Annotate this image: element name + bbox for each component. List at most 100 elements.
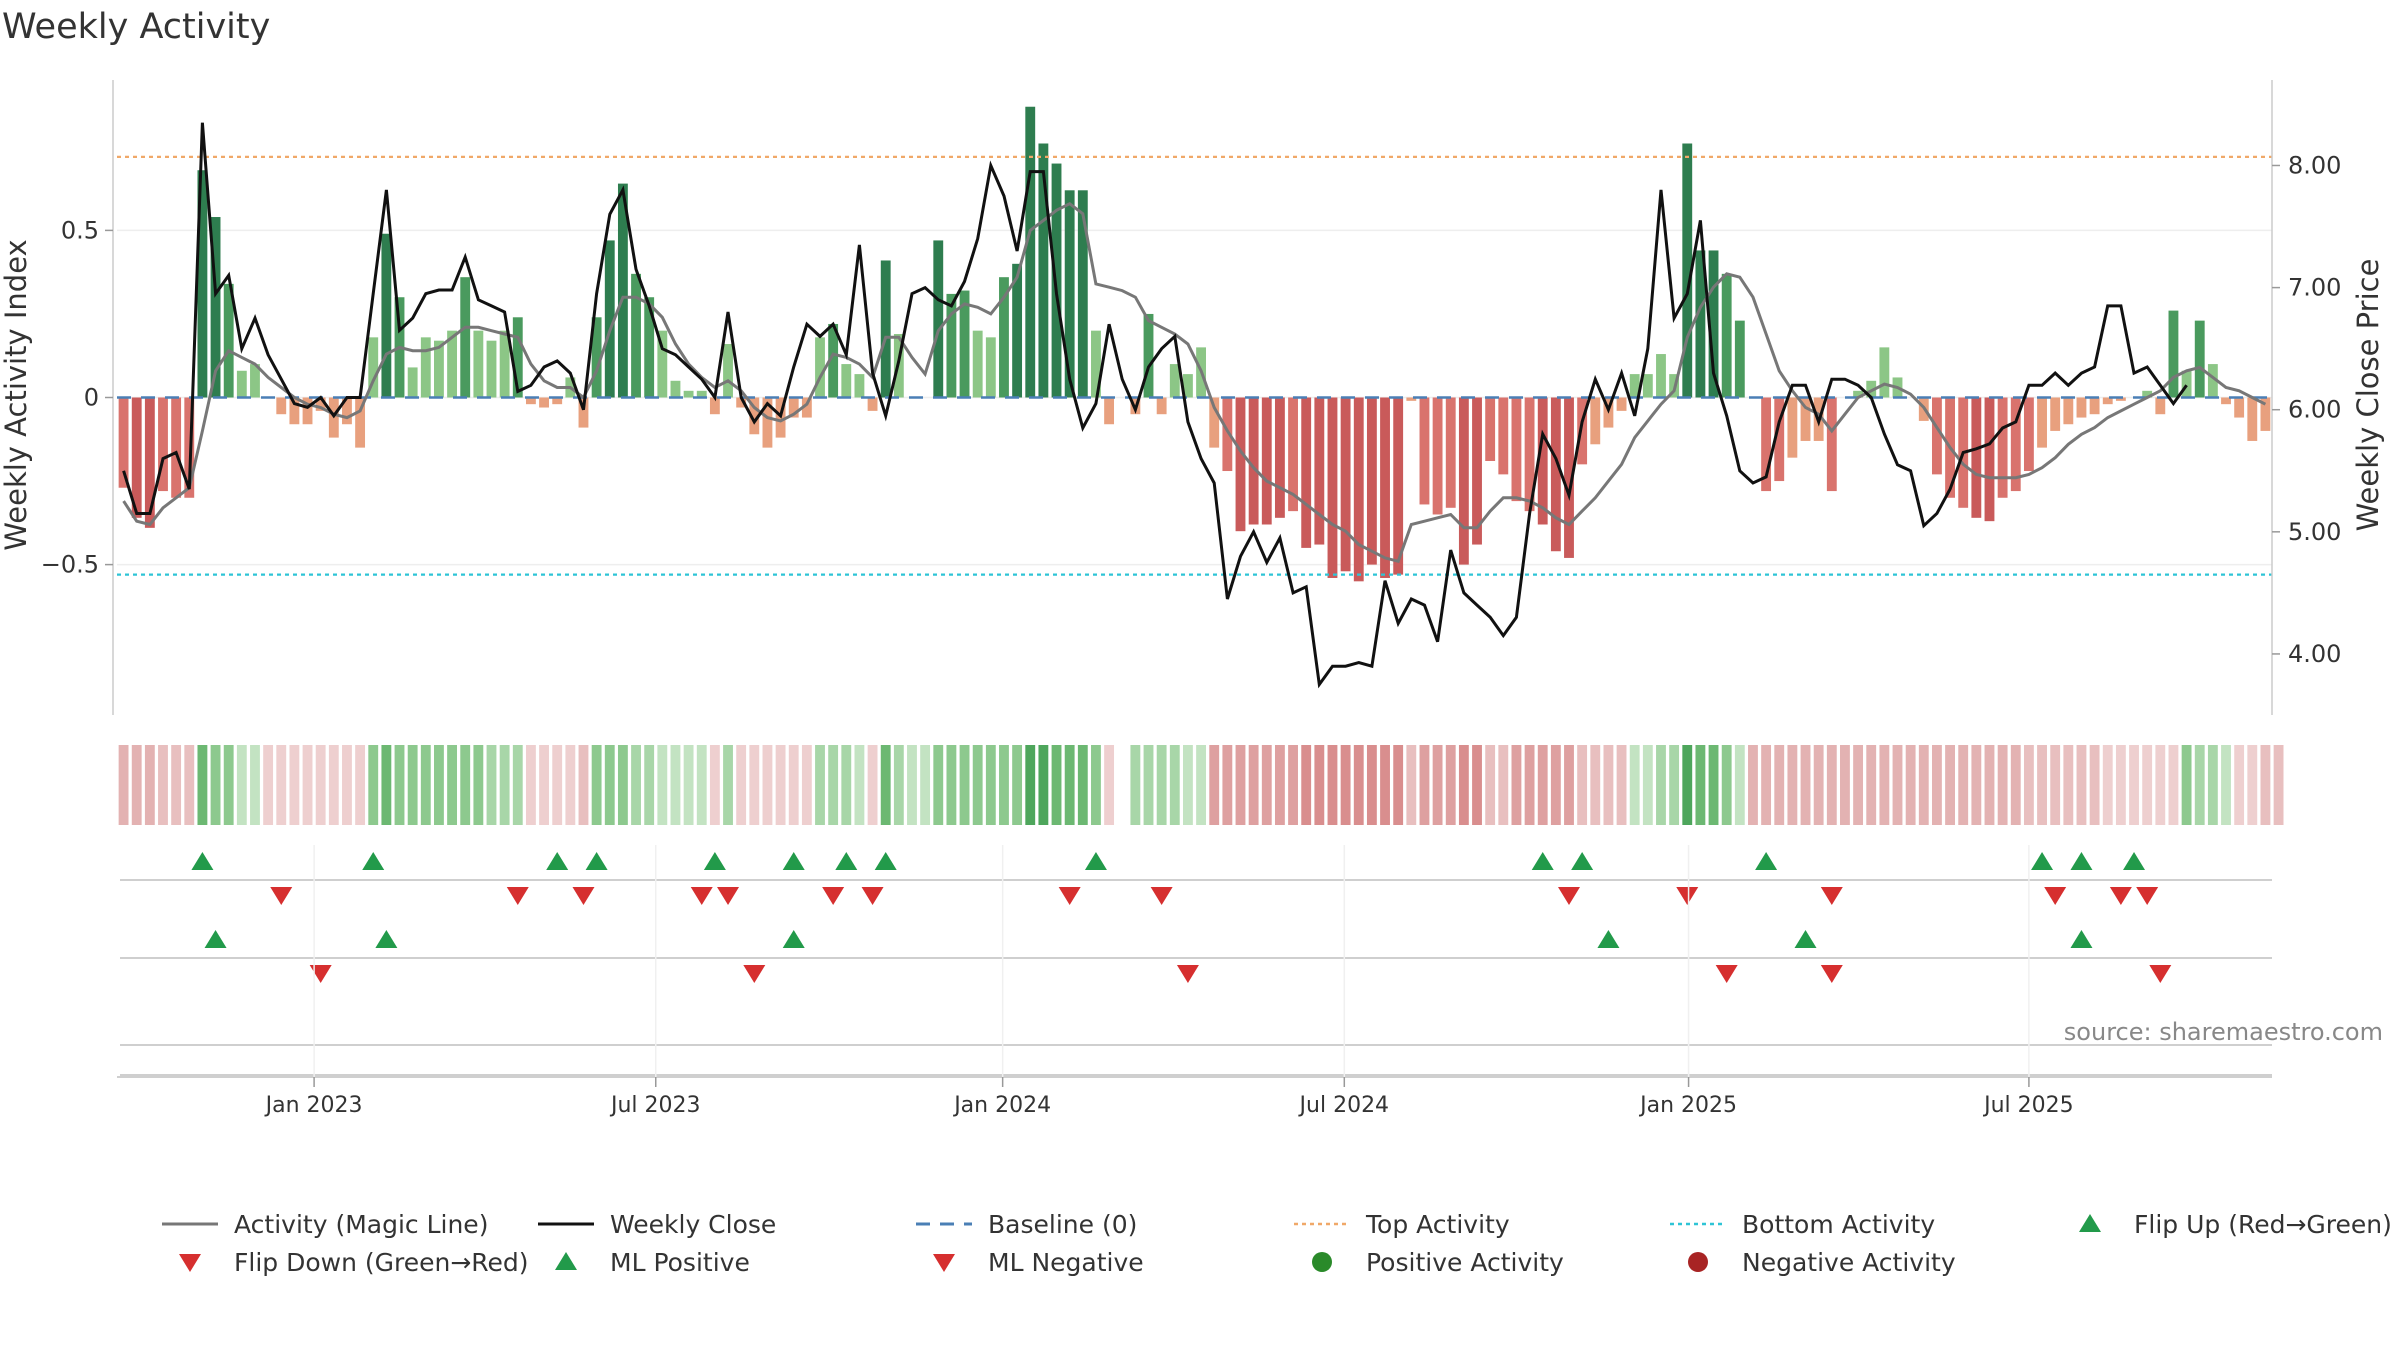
activity-strip-cell (2010, 745, 2021, 825)
activity-bar (158, 397, 168, 492)
legend-item: Activity (Magic Line) (160, 1206, 488, 1242)
activity-bar (1524, 397, 1535, 512)
activity-bar (1537, 397, 1548, 525)
activity-bar (1826, 397, 1837, 492)
activity-bar (1104, 397, 1115, 425)
activity-bar (499, 330, 510, 398)
flip-up-marker (1755, 852, 1778, 870)
activity-bar (1458, 397, 1469, 565)
activity-bar (1984, 397, 1995, 522)
flip-up-marker (835, 852, 858, 870)
activity-strip-cell (1813, 745, 1824, 825)
activity-strip-cell (486, 745, 497, 825)
flip-up-marker (782, 852, 805, 870)
legend-symbol-circle (1312, 1252, 1332, 1272)
activity-bar (512, 317, 523, 398)
legend-label: ML Negative (988, 1247, 1144, 1277)
activity-strip-cell (2247, 745, 2258, 825)
x-tick-label: Jul 2023 (609, 1093, 701, 1118)
activity-strip-cell (578, 745, 589, 825)
activity-bar (604, 240, 615, 398)
axes: 0.5 0 −0.5 8.00 7.00 6.00 5.00 4.00 (41, 80, 2341, 715)
activity-strip-cell (1642, 745, 1653, 825)
legend-item: ML Negative (914, 1244, 1144, 1280)
activity-bar (2260, 397, 2271, 431)
legend-item: Top Activity (1292, 1206, 1510, 1242)
activity-strip-cell (880, 745, 891, 825)
legend-item: Flip Up (Red→Green) (2060, 1206, 2392, 1242)
activity-strip-cell (1104, 745, 1115, 825)
activity-bar (1577, 397, 1588, 465)
flip-down-marker (1058, 887, 1081, 905)
activity-bar (315, 397, 326, 411)
legend-symbol-tri-up (555, 1252, 577, 1270)
activity-strip-cell (1748, 745, 1758, 825)
activity-strip-cell (407, 745, 418, 825)
x-tick-label: Jan 2025 (1638, 1093, 1737, 1118)
activity-strip-cell (1734, 745, 1745, 825)
activity-bar (1314, 397, 1325, 545)
activity-strip-cell (1025, 745, 1036, 825)
activity-bar (525, 397, 536, 405)
activity-strip-cell (1196, 745, 1206, 825)
activity-strip-cell (1064, 745, 1075, 825)
activity-strip-cell (342, 745, 352, 825)
activity-strip-cell (2037, 745, 2047, 825)
activity-strip-cell (184, 745, 195, 825)
flip-up-marker (362, 852, 385, 870)
activity-bar (2247, 397, 2258, 441)
activity-strip-cell (2142, 745, 2153, 825)
activity-bar (815, 337, 825, 398)
activity-bar (867, 397, 878, 411)
activity-bar (539, 397, 549, 408)
activity-strip-cell (1524, 745, 1535, 825)
activity-strip-cell (1445, 745, 1456, 825)
activity-bar (1235, 397, 1246, 532)
legend-item: Flip Down (Green→Red) (160, 1244, 529, 1280)
activity-strip-cell (631, 745, 641, 825)
activity-bar (723, 344, 733, 398)
activity-strip-cell (1656, 745, 1666, 825)
flip-up-marker (2070, 852, 2093, 870)
flip-up-marker (191, 852, 214, 870)
activity-bar (1353, 397, 1364, 582)
activity-strip-cell (1774, 745, 1785, 825)
legend-symbol-dot (1294, 1222, 1350, 1226)
legend-label: Top Activity (1366, 1209, 1510, 1239)
ml-positive-marker (782, 930, 805, 948)
activity-strip-cell (2273, 745, 2284, 825)
y-tick-label-left: 0.5 (61, 216, 99, 244)
activity-strip-cell (1629, 745, 1640, 825)
activity-strip-cell (907, 745, 917, 825)
ml-negative-marker (743, 965, 766, 983)
activity-strip-cell (1682, 745, 1693, 825)
activity-bar (959, 290, 970, 398)
activity-strip-cell (801, 745, 812, 825)
activity-bar (381, 233, 392, 398)
legend-label: Baseline (0) (988, 1209, 1138, 1239)
activity-strip-cell (394, 745, 405, 825)
activity-bars (118, 106, 2271, 582)
reference-lines (117, 155, 2272, 576)
legend-symbol-line (162, 1222, 218, 1226)
activity-bar (1406, 397, 1417, 401)
legend-item: Positive Activity (1292, 1244, 1564, 1280)
flip-down-marker (861, 887, 884, 905)
activity-strip-cell (276, 745, 287, 825)
activity-bar (1288, 397, 1298, 512)
activity-bar (1498, 397, 1509, 475)
activity-bar (355, 397, 366, 448)
activity-bar (276, 397, 287, 415)
y-tick-label-left: −0.5 (41, 551, 99, 579)
legend-triangle-up-icon (2079, 1214, 2101, 1232)
activity-strip-cell (1866, 745, 1877, 825)
legend-item: Weekly Close (536, 1206, 776, 1242)
activity-bar (841, 364, 852, 398)
x-tick-label: Jul 2025 (1982, 1093, 2074, 1118)
activity-strip-cell (328, 745, 339, 825)
activity-bar (1183, 374, 1193, 398)
activity-bar (2102, 397, 2113, 405)
activity-strip-cell (1669, 745, 1680, 825)
activity-strip-cell (289, 745, 300, 825)
legend-symbol-dot (1670, 1222, 1726, 1226)
